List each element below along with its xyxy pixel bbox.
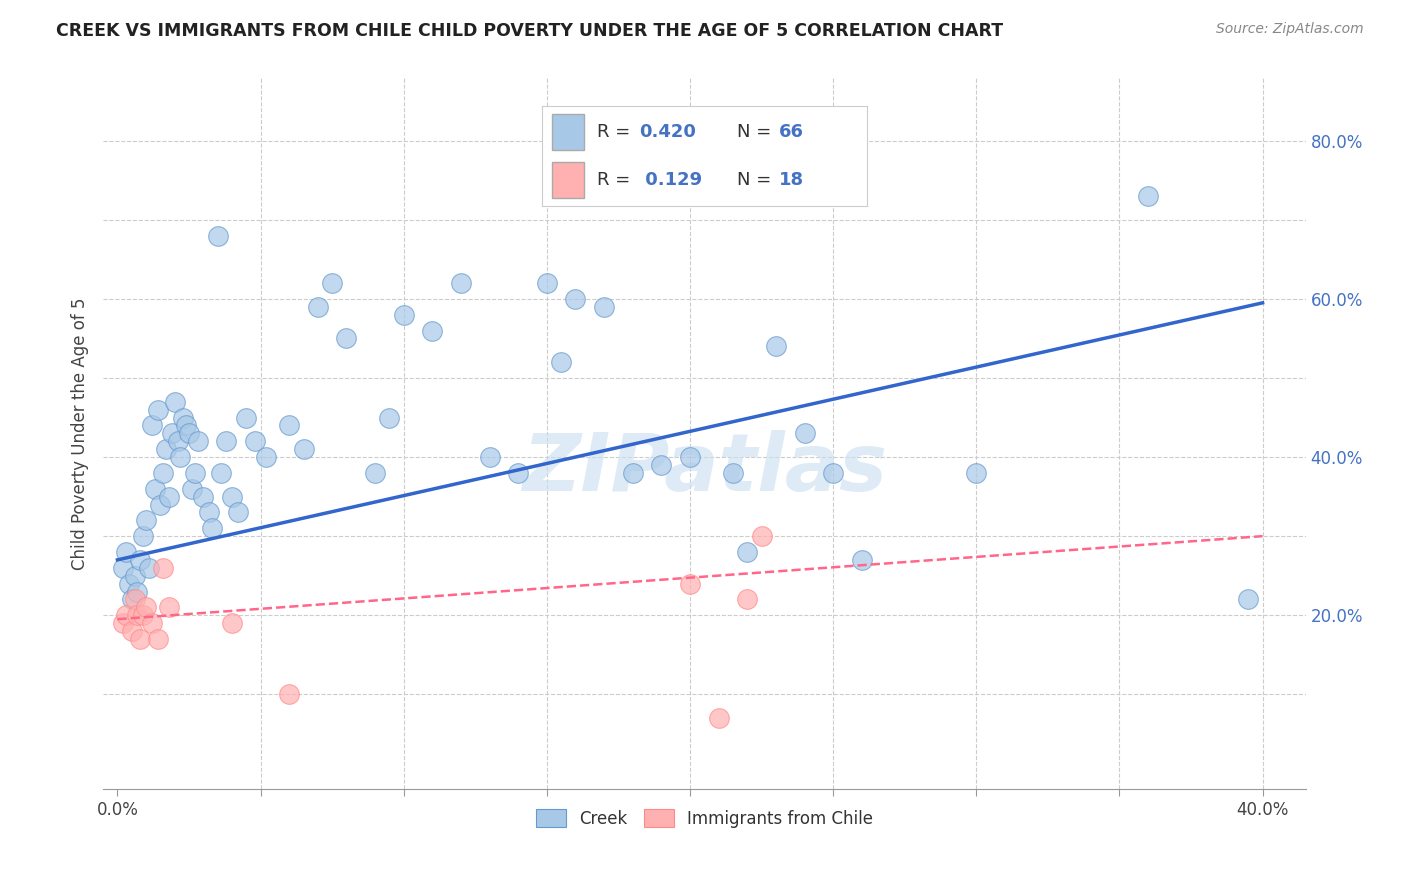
Point <box>157 490 180 504</box>
Point <box>146 402 169 417</box>
Point <box>392 308 415 322</box>
Point <box>187 434 209 449</box>
Point <box>679 450 702 464</box>
Point <box>138 561 160 575</box>
Point <box>1137 189 1160 203</box>
Point <box>184 466 207 480</box>
Point <box>235 410 257 425</box>
Point <box>1237 592 1260 607</box>
Point <box>152 466 174 480</box>
Point <box>129 553 152 567</box>
Point <box>127 584 149 599</box>
Point <box>215 434 238 449</box>
Point <box>201 521 224 535</box>
Point <box>127 608 149 623</box>
Point <box>118 576 141 591</box>
Point <box>478 450 501 464</box>
Point <box>707 711 730 725</box>
Point <box>157 600 180 615</box>
Point <box>793 426 815 441</box>
Point <box>243 434 266 449</box>
Point <box>621 466 644 480</box>
Point <box>278 418 301 433</box>
Point <box>508 466 530 480</box>
Point <box>965 466 987 480</box>
Point <box>155 442 177 457</box>
Point <box>141 616 163 631</box>
Point <box>112 616 135 631</box>
Point <box>593 300 616 314</box>
Point <box>450 276 472 290</box>
Point <box>132 529 155 543</box>
Point <box>851 553 873 567</box>
Point <box>278 687 301 701</box>
Point <box>254 450 277 464</box>
Point <box>292 442 315 457</box>
Point <box>221 616 243 631</box>
Point <box>536 276 558 290</box>
Point <box>650 458 672 472</box>
Point <box>378 410 401 425</box>
Point <box>177 426 200 441</box>
Point <box>207 228 229 243</box>
Point <box>198 505 221 519</box>
Point <box>180 482 202 496</box>
Point <box>115 608 138 623</box>
Point <box>751 529 773 543</box>
Point <box>115 545 138 559</box>
Point <box>121 624 143 638</box>
Legend: Creek, Immigrants from Chile: Creek, Immigrants from Chile <box>529 803 880 834</box>
Point <box>422 324 444 338</box>
Point <box>364 466 387 480</box>
Point <box>193 490 215 504</box>
Point <box>735 545 758 559</box>
Text: ZIPatlas: ZIPatlas <box>522 430 887 508</box>
Point <box>679 576 702 591</box>
Point <box>735 592 758 607</box>
Point <box>174 418 197 433</box>
Point <box>141 418 163 433</box>
Point <box>124 568 146 582</box>
Point <box>335 331 357 345</box>
Y-axis label: Child Poverty Under the Age of 5: Child Poverty Under the Age of 5 <box>72 297 89 570</box>
Point <box>226 505 249 519</box>
Point <box>149 498 172 512</box>
Point <box>132 608 155 623</box>
Point <box>564 292 586 306</box>
Point <box>146 632 169 646</box>
Point <box>721 466 744 480</box>
Point <box>166 434 188 449</box>
Point <box>172 410 194 425</box>
Point <box>143 482 166 496</box>
Point <box>163 394 186 409</box>
Text: CREEK VS IMMIGRANTS FROM CHILE CHILD POVERTY UNDER THE AGE OF 5 CORRELATION CHAR: CREEK VS IMMIGRANTS FROM CHILE CHILD POV… <box>56 22 1004 40</box>
Point <box>129 632 152 646</box>
Text: Source: ZipAtlas.com: Source: ZipAtlas.com <box>1216 22 1364 37</box>
Point <box>160 426 183 441</box>
Point <box>209 466 232 480</box>
Point <box>307 300 329 314</box>
Point <box>765 339 787 353</box>
Point <box>124 592 146 607</box>
Point <box>135 513 157 527</box>
Point <box>550 355 572 369</box>
Point <box>221 490 243 504</box>
Point <box>121 592 143 607</box>
Point <box>152 561 174 575</box>
Point <box>823 466 845 480</box>
Point <box>112 561 135 575</box>
Point <box>321 276 343 290</box>
Point <box>135 600 157 615</box>
Point <box>169 450 191 464</box>
